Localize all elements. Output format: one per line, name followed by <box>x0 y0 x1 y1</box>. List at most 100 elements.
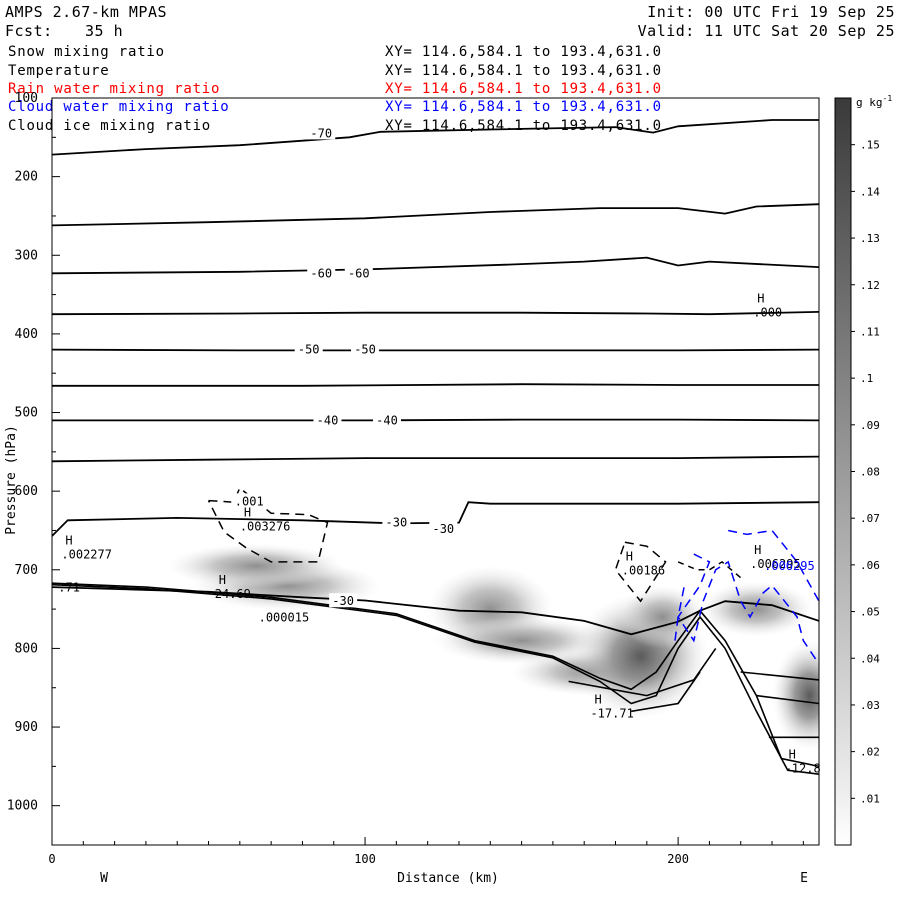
x-end-label-east: E <box>800 871 808 886</box>
extremum-marker: H <box>626 549 633 563</box>
x-tick-label: 200 <box>667 852 689 866</box>
temperature-contour-line <box>52 256 819 275</box>
colorbar-tick-label: .03 <box>860 699 880 712</box>
cloud-water-contour <box>677 553 819 665</box>
temperature-contour-line <box>52 383 819 387</box>
near-surface-contour <box>52 583 819 775</box>
field-xy-temperature: XY= 114.6,584.1 to 193.4,631.0 <box>385 63 662 79</box>
snow-contour-label: .001 <box>235 494 264 508</box>
colorbar-tick-label: .13 <box>860 232 880 245</box>
field-xy-cloud-water: XY= 114.6,584.1 to 193.4,631.0 <box>385 99 662 115</box>
contour-labels: -70-60 -60-50 -50-40 -40-30 -30-30.001H.0032… <box>58 125 821 776</box>
extremum-value: .002277 <box>61 548 112 562</box>
x-end-label-west: W <box>100 871 108 886</box>
temperature-contour-line <box>52 311 819 316</box>
extremum-marker: H <box>789 748 796 762</box>
field-name-temperature: Temperature <box>8 63 110 79</box>
extremum-marker: H <box>65 534 72 548</box>
temperature-contour-label: -40 <box>317 413 339 427</box>
temperature-contour-label: -70 <box>310 126 332 140</box>
temperature-contour-line <box>52 119 819 156</box>
x-tick-label: 0 <box>48 852 55 866</box>
hydrometeor-contours <box>207 486 819 665</box>
field-name-cloud-ice: Cloud ice mixing ratio <box>8 118 212 134</box>
colorbar-tick-label: .04 <box>860 652 880 665</box>
colorbar-tick-label: .09 <box>860 419 880 432</box>
colorbar-unit: g kg-1 <box>856 94 892 109</box>
temperature-contour-label-bg <box>294 341 323 356</box>
extremum-marker: H <box>594 692 601 706</box>
snow-contour-label-bg <box>231 493 268 508</box>
extremum-value: .71 <box>58 581 80 595</box>
field-name-rain: Rain water mixing ratio <box>8 81 221 97</box>
field-name-snow: Snow mixing ratio <box>8 44 165 60</box>
temperature-contour-line <box>52 501 819 537</box>
colorbar-tick-label: .14 <box>860 185 880 198</box>
colorbar: g kg-1 .15 .14 .13 .12 .11 .1 .09 .08 .07 .06 .05.… <box>834 94 892 846</box>
near-surface-contour <box>756 694 819 705</box>
colorbar-tick-label: .15 <box>860 139 880 152</box>
colorbar-tick-label: .05 <box>860 606 880 619</box>
temperature-contour-label-bg <box>429 520 458 535</box>
cloud-water-contour <box>728 529 819 602</box>
x-tick-label: 100 <box>354 852 376 866</box>
extremum-value: -17.71 <box>590 706 633 720</box>
y-tick-label: 400 <box>15 327 38 342</box>
temperature-contour-label: -50 <box>354 343 376 357</box>
colorbar-tick-label: .11 <box>860 325 880 338</box>
temperature-contour-line <box>52 348 819 352</box>
colorbar-tick-label: .07 <box>860 512 880 525</box>
axes: 100 200 300 400 500 600 700 800 900 1000 0 100 200 <box>7 91 804 866</box>
field-xy-rain: XY= 114.6,584.1 to 193.4,631.0 <box>385 81 662 97</box>
temperature-contour-label-bg <box>329 593 358 608</box>
temperature-contour-label-bg <box>344 265 373 280</box>
snow-mixing-contour <box>207 486 329 563</box>
extremum-value: .003276 <box>240 519 291 533</box>
extremum-value: -12.8 <box>785 762 821 776</box>
temperature-contour-line <box>52 203 819 227</box>
init-time: Init: 00 UTC Fri 19 Sep 25 <box>647 3 895 21</box>
y-tick-label: 300 <box>15 248 38 263</box>
temperature-contour-label: -50 <box>298 343 320 357</box>
x-axis-label: Distance (km) <box>397 871 499 886</box>
temperature-contour-label: -30 <box>432 522 454 536</box>
extremum-marker: H <box>244 505 251 519</box>
colorbar-tick-label: .08 <box>860 466 880 479</box>
temperature-contour-line <box>52 418 819 422</box>
y-axis-label: Pressure (hPa) <box>4 425 19 535</box>
near-surface-contour <box>568 647 717 697</box>
colorbar-tick-label: .1 <box>860 372 873 385</box>
temperature-contour-label-bg <box>351 341 380 356</box>
valid-time: Valid: 11 UTC Sat 20 Sep 25 <box>637 22 895 40</box>
y-tick-label: 900 <box>15 720 38 735</box>
field-xy-snow: XY= 114.6,584.1 to 193.4,631.0 <box>385 44 662 60</box>
temperature-contour-label-bg <box>313 412 342 427</box>
colorbar-tick-label: .02 <box>860 746 880 759</box>
forecast-label: Fcst: <box>5 22 53 40</box>
extremum-value: .00186 <box>622 563 665 577</box>
near-surface-contour <box>740 671 819 681</box>
near-surface-contour <box>52 582 819 768</box>
temperature-contour-label: -40 <box>376 413 398 427</box>
temperature-contour-label-bg <box>382 514 411 529</box>
temperature-contours <box>52 119 819 775</box>
temperature-contour-line <box>52 586 819 636</box>
extremum-marker: H <box>754 543 761 557</box>
temperature-contour-label: -60 <box>348 266 370 280</box>
y-tick-label: 1000 <box>7 799 38 814</box>
temperature-contour-label: -30 <box>332 594 354 608</box>
extremum-value: .006295 <box>750 557 801 571</box>
cloud-water-contour-label: .006295 <box>764 559 815 573</box>
colorbar-tick-label: .06 <box>860 559 880 572</box>
plot-frame <box>51 97 820 846</box>
temperature-contour-label-bg <box>307 265 336 280</box>
y-tick-label: 600 <box>15 484 38 499</box>
temperature-contour-label-bg <box>372 412 401 427</box>
model-title: AMPS 2.67-km MPAS <box>5 3 168 21</box>
y-tick-label: 200 <box>15 170 38 185</box>
extremum-value: 24.69 <box>215 587 251 601</box>
extremum-marker: H <box>757 291 764 305</box>
y-tick-label: 100 <box>15 91 38 106</box>
extremum-value: .000015 <box>259 611 310 625</box>
